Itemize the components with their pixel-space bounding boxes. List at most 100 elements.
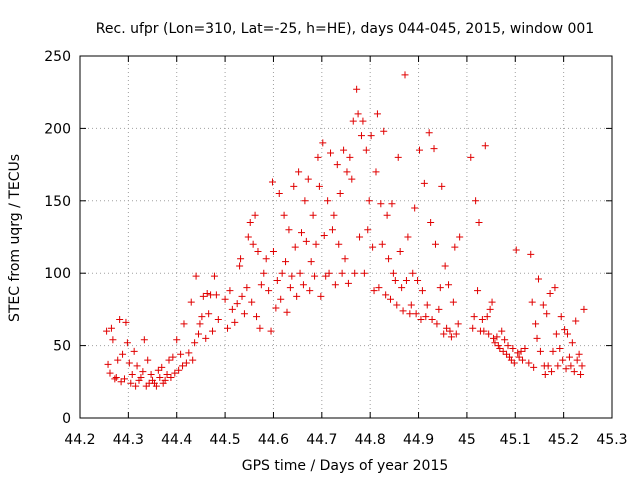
data-point [549, 347, 557, 355]
data-point [192, 272, 200, 280]
data-point [210, 272, 218, 280]
data-point [254, 247, 262, 255]
data-point [485, 330, 493, 338]
data-point [544, 362, 552, 370]
data-point [494, 342, 502, 350]
data-point [125, 359, 133, 367]
data-point [441, 262, 449, 270]
data-point [554, 362, 562, 370]
data-point [165, 356, 173, 364]
x-tick-label: 45.3 [596, 432, 627, 448]
data-point [307, 258, 315, 266]
data-point [154, 366, 162, 374]
axis-ticks: 44.2 44.3 44.4 44.5 44.6 44.7 44.8 44.9 45 45.1 45… [44, 49, 627, 448]
data-point [467, 153, 475, 161]
data-point [243, 284, 251, 292]
data-point [543, 310, 551, 318]
data-point [327, 149, 335, 157]
data-point [158, 363, 166, 371]
data-point [449, 298, 457, 306]
data-point [142, 382, 150, 390]
data-point [189, 356, 197, 364]
x-tick-label: 44.6 [258, 432, 289, 448]
data-point [362, 146, 370, 154]
data-point [233, 300, 241, 308]
data-point [561, 326, 569, 334]
data-point [552, 330, 560, 338]
data-point [433, 320, 441, 328]
x-tick-label: 44.2 [64, 432, 95, 448]
x-tick-label: 44.4 [161, 432, 192, 448]
data-point [351, 269, 359, 277]
data-point [283, 308, 291, 316]
data-point [398, 284, 406, 292]
data-point [394, 153, 402, 161]
data-point [478, 316, 486, 324]
data-point [364, 226, 372, 234]
data-point [177, 350, 185, 358]
data-point [231, 318, 239, 326]
data-point [399, 307, 407, 315]
data-point [163, 371, 171, 379]
data-point [541, 371, 549, 379]
data-point [167, 373, 175, 381]
grid-lines [80, 56, 612, 418]
data-point [272, 304, 280, 312]
data-point [382, 291, 390, 299]
x-tick-label: 45.2 [548, 432, 579, 448]
data-point [418, 287, 426, 295]
data-point [173, 336, 181, 344]
data-point [132, 382, 140, 390]
data-point [386, 295, 394, 303]
data-point [496, 344, 504, 352]
data-point [296, 269, 304, 277]
data-point [377, 200, 385, 208]
data-point [341, 255, 349, 263]
data-point [140, 336, 148, 344]
data-points [103, 71, 588, 390]
data-point [293, 292, 301, 300]
data-point [417, 316, 425, 324]
data-point [317, 292, 325, 300]
data-point [253, 313, 261, 321]
data-point [480, 327, 488, 335]
data-point [147, 371, 155, 379]
data-point [514, 349, 522, 357]
data-point [175, 366, 183, 374]
data-point [144, 356, 152, 364]
data-point [416, 146, 424, 154]
data-point [430, 145, 438, 153]
data-point [469, 324, 477, 332]
y-tick-label: 250 [44, 49, 71, 65]
data-point [539, 301, 547, 309]
data-point [353, 85, 361, 93]
plot-frame [79, 55, 613, 419]
data-point [306, 287, 314, 295]
data-point [486, 305, 494, 313]
data-point [546, 289, 554, 297]
data-point [285, 226, 293, 234]
x-tick-label: 44.9 [403, 432, 434, 448]
data-point [248, 298, 256, 306]
data-point [117, 378, 125, 386]
data-point [409, 269, 417, 277]
data-point [447, 333, 455, 341]
data-point [325, 269, 333, 277]
data-point [116, 316, 124, 324]
data-point [354, 110, 362, 118]
data-point [256, 324, 264, 332]
data-point [244, 233, 252, 241]
data-point [205, 310, 213, 318]
y-tick-label: 200 [44, 121, 71, 137]
x-tick-label: 44.3 [113, 432, 144, 448]
x-tick-label: 44.8 [355, 432, 386, 448]
data-point [280, 211, 288, 219]
data-point [324, 197, 332, 205]
data-point [431, 240, 439, 248]
data-point [237, 255, 245, 263]
data-point [367, 132, 375, 140]
data-point [139, 368, 147, 376]
data-point [312, 240, 320, 248]
data-point [451, 243, 459, 251]
data-point [268, 178, 276, 186]
